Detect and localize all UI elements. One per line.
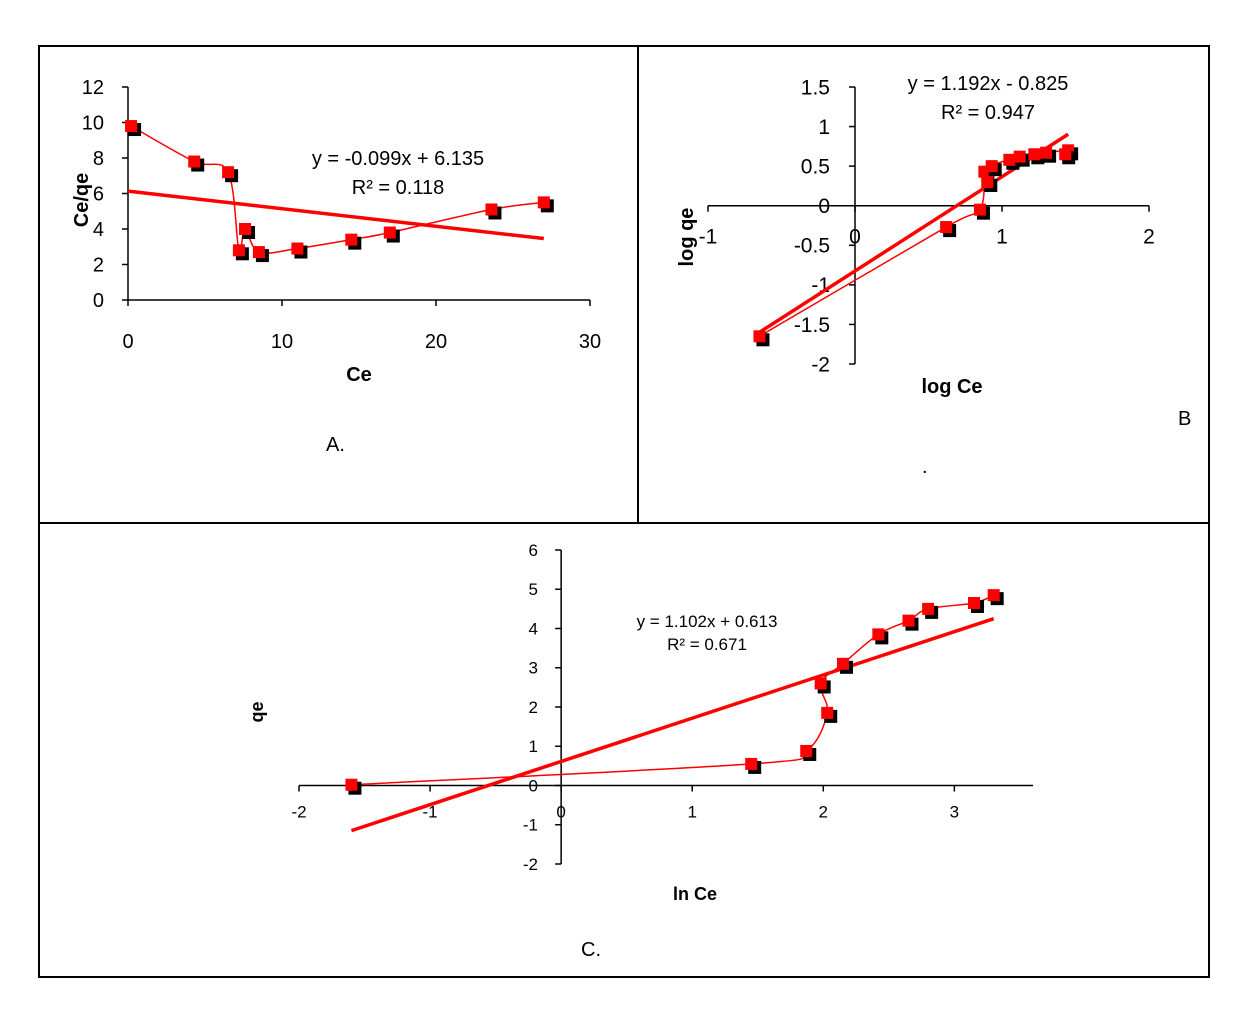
data-point [239,223,252,235]
data-point [537,196,550,209]
y-tick-label: 0 [529,776,538,795]
x-axis-label: ln Ce [673,884,717,904]
x-tick-label: 10 [271,331,293,353]
y-tick-label: 4 [529,619,538,638]
data-point [814,677,827,690]
data-point [753,330,766,343]
y-tick-label: 10 [82,113,104,135]
y-axis-label: Ce/qe [71,173,93,227]
figure-table [38,45,1210,978]
horizontal-divider [38,522,1210,524]
x-tick-label: 2 [1143,226,1155,249]
y-tick-label: 6 [529,541,538,560]
data-point [1040,146,1053,159]
trend-equation: y = 1.102x + 0.613 [637,612,778,631]
x-tick-label: 0 [849,226,861,249]
y-tick-label: -1.5 [794,314,830,337]
r-squared-label: R² = 0.118 [352,177,444,199]
y-tick-label: 1.5 [801,76,830,99]
data-point [836,657,849,670]
panel-c-label: C. [581,939,601,961]
data-point [745,757,758,770]
x-tick-label: 3 [950,803,959,822]
panel-a-label: A. [326,434,345,456]
x-tick-label: 1 [996,226,1008,249]
data-point [1028,148,1041,161]
y-tick-label: 2 [93,255,104,277]
r-squared-label: R² = 0.671 [667,635,747,654]
vertical-divider [637,45,639,523]
data-point [222,166,235,179]
trend-equation: y = -0.099x + 6.135 [312,148,484,170]
data-point [291,242,304,255]
data-point [1003,153,1016,166]
x-axis-label: log Ce [921,376,982,398]
data-point [902,614,915,627]
y-tick-label: -2 [811,353,830,376]
x-tick-label: -1 [699,226,718,249]
y-tick-label: 0 [818,195,830,218]
y-tick-label: 1 [818,116,830,139]
panel-b-label: B [1178,408,1192,430]
data-point [922,602,935,615]
y-axis-label: log qe [676,208,698,267]
data-point [485,203,498,216]
x-tick-label: 1 [687,803,696,822]
x-tick-label: 30 [579,331,601,353]
y-tick-label: 12 [82,77,104,99]
y-tick-label: -2 [523,855,538,874]
data-point [985,160,998,173]
y-axis-label: qe [247,701,267,722]
y-tick-label: -1 [523,816,538,835]
trendline [127,189,544,241]
data-point [968,596,981,609]
y-tick-label: 8 [93,148,104,170]
data-point [981,175,994,188]
data-point [800,744,813,757]
x-tick-label: 0 [122,331,133,353]
y-tick-label: 6 [93,184,104,206]
y-tick-label: 0.5 [801,155,830,178]
x-axis-label: Ce [346,364,372,386]
data-point [973,203,986,216]
data-point [872,628,885,641]
r-squared-label: R² = 0.947 [941,102,1035,124]
data-point [345,778,358,791]
y-tick-label: 1 [529,737,538,756]
y-tick-label: 4 [93,219,104,241]
trendline [350,617,995,833]
data-point [232,244,245,257]
y-tick-label: -0.5 [794,235,830,258]
data-point [821,706,834,719]
data-point [987,589,1000,602]
x-tick-label: 2 [819,803,828,822]
data-point [345,233,358,246]
data-point [252,246,265,259]
trend-equation: y = 1.192x - 0.825 [908,73,1069,95]
data-point [1013,150,1026,163]
y-tick-label: 5 [529,580,538,599]
x-tick-label: -2 [291,803,306,822]
data-point [940,221,953,234]
data-point [383,226,396,239]
y-tick-label: 3 [529,659,538,678]
y-tick-label: 0 [93,290,104,312]
data-point [188,155,201,168]
panel-b-note: . [922,456,928,478]
x-tick-label: 20 [425,331,447,353]
x-tick-label: 0 [556,803,565,822]
data-point [125,120,138,133]
y-tick-label: 2 [529,698,538,717]
data-point [1059,148,1072,161]
